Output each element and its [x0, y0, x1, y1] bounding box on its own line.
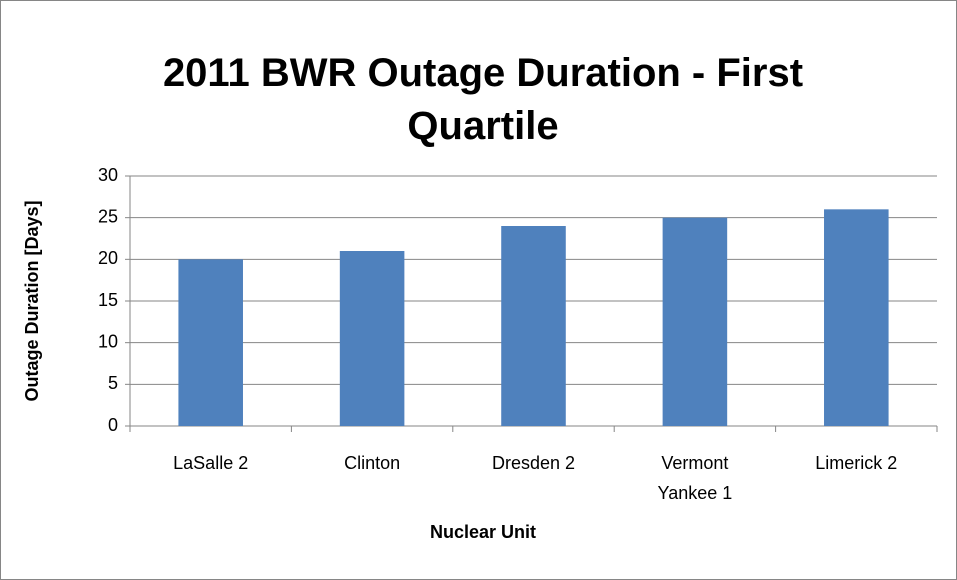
- y-tick-label: 30: [98, 165, 118, 185]
- bar: [178, 259, 243, 426]
- y-axis-title: Outage Duration [Days]: [22, 200, 42, 401]
- x-tick-label: Clinton: [344, 453, 400, 473]
- y-tick-label: 15: [98, 290, 118, 310]
- bar: [824, 209, 889, 426]
- y-tick-label: 10: [98, 331, 118, 351]
- y-tick-label: 20: [98, 248, 118, 268]
- x-tick-label: Vermont Yankee 1: [658, 453, 733, 503]
- y-tick-label: 25: [98, 206, 118, 226]
- x-tick-label: Dresden 2: [492, 453, 575, 473]
- x-axis-title: Nuclear Unit: [430, 522, 536, 542]
- bar: [662, 217, 728, 426]
- bar: [501, 226, 566, 426]
- y-tick-label: 5: [108, 373, 118, 393]
- chart-title: 2011 BWR Outage Duration - First Quartile: [163, 51, 803, 148]
- bar: [339, 251, 405, 426]
- x-tick-label: Limerick 2: [815, 453, 897, 473]
- x-tick-label: LaSalle 2: [173, 453, 248, 473]
- y-tick-label: 0: [108, 415, 118, 435]
